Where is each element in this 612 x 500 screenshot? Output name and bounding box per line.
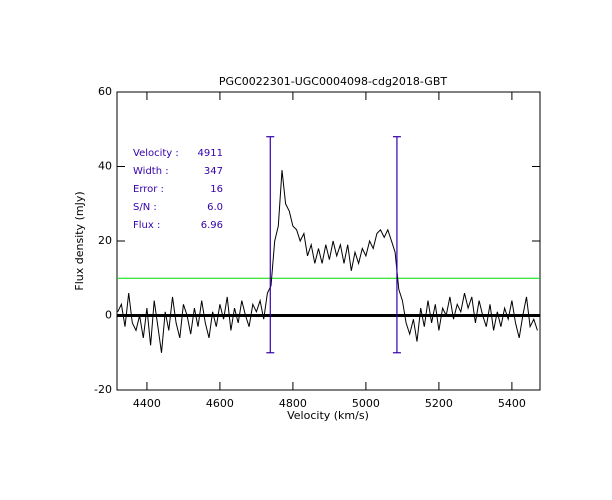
stat-label: Velocity : <box>133 148 179 159</box>
stat-value: 16 <box>210 184 223 195</box>
x-tick-label: 5400 <box>498 397 526 410</box>
x-tick-label: 4600 <box>206 397 234 410</box>
stat-value: 4911 <box>198 148 223 159</box>
y-tick-label: 20 <box>98 234 112 247</box>
stat-label: Flux : <box>133 220 160 231</box>
x-tick-label: 4400 <box>133 397 161 410</box>
stat-label: Error : <box>133 184 164 195</box>
x-tick-label: 5000 <box>352 397 380 410</box>
x-tick-label: 5200 <box>425 397 453 410</box>
spectrum-line <box>117 170 538 353</box>
stat-value: 347 <box>204 166 223 177</box>
x-axis-label: Velocity (km/s) <box>287 409 369 422</box>
stat-value: 6.0 <box>207 202 223 213</box>
y-tick-label: 40 <box>98 160 112 173</box>
stat-value: 6.96 <box>201 220 223 231</box>
stat-label: S/N : <box>133 202 157 213</box>
y-tick-label: 0 <box>105 309 112 322</box>
y-tick-label: -20 <box>94 383 112 396</box>
stat-label: Width : <box>133 166 169 177</box>
x-tick-label: 4800 <box>279 397 307 410</box>
y-tick-label: 60 <box>98 85 112 98</box>
chart-title: PGC0022301-UGC0004098-cdg2018-GBT <box>219 75 447 88</box>
y-axis-label: Flux density (mJy) <box>73 191 86 290</box>
